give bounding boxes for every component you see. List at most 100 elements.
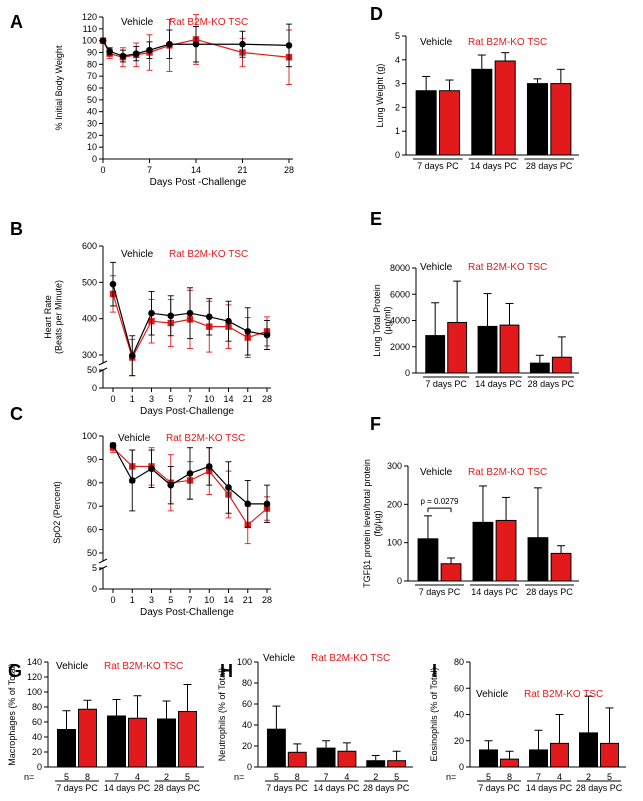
bar bbox=[415, 90, 437, 156]
y-tick-label: 0 bbox=[405, 368, 410, 378]
y-tick-label: 50 bbox=[87, 365, 97, 375]
n-label: n= bbox=[234, 772, 244, 782]
panel-letter: I bbox=[432, 661, 437, 681]
y-tick-label: 0 bbox=[459, 762, 464, 772]
bar bbox=[387, 760, 407, 768]
n-value: 2 bbox=[586, 772, 591, 782]
data-point bbox=[285, 42, 293, 49]
y-tick-label: 60 bbox=[454, 683, 464, 693]
y-tick-label: 10 bbox=[87, 142, 97, 152]
bar bbox=[477, 325, 498, 374]
bar bbox=[178, 711, 197, 768]
legend-vehicle: Vehicle bbox=[420, 467, 453, 478]
y-tick-label: 70 bbox=[87, 501, 97, 511]
series-ko bbox=[447, 280, 572, 374]
x-category-label: 28 days PC bbox=[154, 783, 201, 793]
y-tick-label: 300 bbox=[387, 461, 402, 471]
y-tick-label: 5 bbox=[395, 31, 400, 41]
data-point bbox=[192, 40, 200, 48]
y-tick-label: 600 bbox=[82, 241, 97, 251]
x-category-label: 14 days PC bbox=[313, 783, 360, 793]
x-category-label: 28 days PC bbox=[363, 783, 410, 793]
n-label: n= bbox=[24, 772, 34, 782]
legend-ko: Rat B2M-KO TSC bbox=[468, 262, 547, 273]
n-value: 4 bbox=[344, 772, 349, 782]
y-axis-label: SpO2 (Percent) bbox=[52, 481, 62, 544]
n-value: 2 bbox=[164, 772, 169, 782]
bar bbox=[107, 715, 126, 768]
bar bbox=[479, 749, 498, 768]
bar bbox=[495, 519, 517, 582]
bar bbox=[287, 751, 307, 768]
y-tick-label: 120 bbox=[82, 12, 97, 22]
bar bbox=[499, 324, 520, 374]
x-tick-label: 28 bbox=[262, 394, 272, 404]
y-tick-label: 2000 bbox=[390, 342, 410, 352]
y-tick-label: 20 bbox=[242, 741, 252, 751]
bar bbox=[337, 750, 357, 768]
legend-vehicle: Vehicle bbox=[56, 661, 89, 672]
y-tick-label: 60 bbox=[242, 699, 252, 709]
n-value: 8 bbox=[295, 772, 300, 782]
n-value: 8 bbox=[85, 772, 90, 782]
bar bbox=[78, 708, 97, 768]
y-axis-label: Lung Weight (g) bbox=[375, 64, 385, 128]
x-tick-label: 1 bbox=[130, 394, 135, 404]
x-tick-label: 0 bbox=[110, 595, 115, 605]
y-tick-label: 80 bbox=[242, 678, 252, 688]
x-axis-label: Days Post-Challenge bbox=[140, 607, 234, 618]
axes: 0 20 40 60 80 Eosinophils (% of Total) 7 days … bbox=[429, 657, 626, 793]
y-tick-label: 110 bbox=[83, 24, 97, 34]
axis-break-mark bbox=[98, 558, 108, 564]
axes: 0 2000 4000 6000 8000 Lung Total Protein(µg/m… bbox=[372, 263, 579, 389]
legend-vehicle: Vehicle bbox=[420, 262, 453, 273]
legend-ko: Rat B2M-KO TSC bbox=[524, 689, 603, 700]
panel-letter: B bbox=[10, 219, 23, 239]
legend-ko: Rat B2M-KO TSC bbox=[468, 37, 547, 48]
x-category-label: 28 days PC bbox=[526, 587, 573, 597]
y-tick-label: 20 bbox=[87, 130, 97, 140]
legend-ko: Rat B2M-KO TSC bbox=[169, 17, 248, 28]
y-tick-label: 50 bbox=[87, 548, 97, 558]
y-axis-label: Macrophages (% of Total) bbox=[7, 663, 17, 765]
data-point bbox=[128, 477, 136, 484]
y-tick-label: 0 bbox=[247, 762, 252, 772]
y-tick-label: 100 bbox=[82, 36, 97, 46]
x-tick-label: 7 bbox=[187, 595, 192, 605]
y-tick-label: 8000 bbox=[390, 263, 410, 273]
x-tick-label: 21 bbox=[243, 595, 253, 605]
bar bbox=[128, 717, 147, 768]
y-tick-label: 80 bbox=[87, 478, 97, 488]
data-point bbox=[148, 309, 155, 317]
data-point bbox=[244, 328, 252, 335]
bar bbox=[266, 728, 286, 768]
panel-letter: E bbox=[370, 209, 382, 229]
y-tick-label: 6000 bbox=[390, 289, 410, 299]
y-axis-label: Neutrophils (% of Total) bbox=[217, 668, 227, 761]
axes: 0 100 200 300 TGFβ1 protein level/total prot… bbox=[362, 459, 579, 597]
x-category-label: 7 days PC bbox=[56, 783, 98, 793]
n-value: 5 bbox=[607, 772, 612, 782]
legend-vehicle: Vehicle bbox=[263, 653, 296, 664]
data-point bbox=[225, 484, 232, 491]
y-tick-label: 70 bbox=[87, 71, 97, 81]
axes: 0 1 2 3 4 5 Lung Weight (g) 7 days PC 14 days PC… bbox=[375, 31, 579, 171]
significance-annotation: p = 0.0279 bbox=[420, 497, 459, 513]
series-ko bbox=[439, 52, 572, 156]
panel-letter: H bbox=[220, 661, 233, 681]
y-tick-label: 4000 bbox=[390, 316, 410, 326]
legend-vehicle: Vehicle bbox=[476, 689, 509, 700]
data-point bbox=[99, 37, 107, 44]
n-value: 5 bbox=[185, 772, 190, 782]
panel-B: B 0 50 300 400 500 600 0 1 3 5 7 10 14 21 28 Days Post-C… bbox=[10, 219, 272, 417]
n-value: 4 bbox=[135, 772, 140, 782]
x-tick-label: 3 bbox=[149, 394, 154, 404]
bar bbox=[316, 747, 336, 768]
data-point bbox=[167, 481, 175, 489]
x-category-label: 28 days PC bbox=[576, 783, 623, 793]
series-ko bbox=[287, 742, 407, 768]
x-category-label: 7 days PC bbox=[478, 783, 520, 793]
y-tick-label: 3 bbox=[395, 79, 400, 89]
x-tick-label: 14 bbox=[223, 394, 233, 404]
